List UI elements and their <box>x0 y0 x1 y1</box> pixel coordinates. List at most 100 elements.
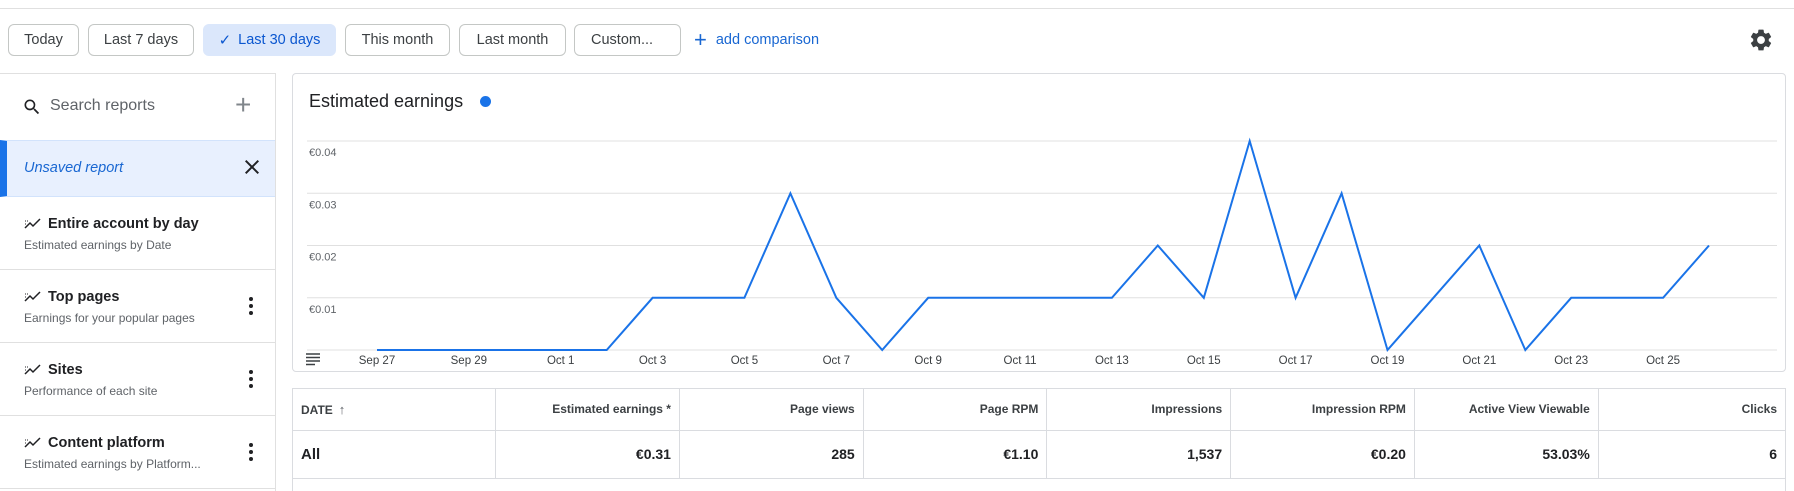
report-subtitle: Performance of each site <box>24 384 158 398</box>
top-divider <box>0 8 1794 9</box>
data-point[interactable] <box>647 292 659 304</box>
y-tick-label: €0.02 <box>309 252 337 264</box>
data-point[interactable] <box>1611 292 1623 304</box>
filter-last-30-days[interactable]: ✓ Last 30 days <box>203 24 336 56</box>
data-point[interactable] <box>922 292 934 304</box>
filter-label: Last month <box>476 32 549 48</box>
data-point[interactable] <box>1565 292 1577 304</box>
y-tick-label: €0.03 <box>309 199 337 211</box>
table-header-row: DATE ↑ Estimated earnings * Page views Pa… <box>293 389 1785 431</box>
add-comparison-button[interactable]: + add comparison <box>694 24 819 56</box>
table-cell: 53.03% <box>1414 430 1599 479</box>
chart-title: Estimated earnings <box>309 91 464 111</box>
data-point[interactable] <box>693 292 705 304</box>
filter-custom[interactable]: Custom... <box>574 24 681 56</box>
report-title: Content platform <box>48 435 165 451</box>
chart-table-toggle-icon[interactable] <box>305 352 321 366</box>
data-point[interactable] <box>1473 240 1485 252</box>
x-tick-label: Oct 5 <box>731 355 758 367</box>
y-tick-label: €0.01 <box>309 304 337 316</box>
filter-label: Today <box>24 32 63 48</box>
x-tick-label: Oct 17 <box>1279 355 1313 367</box>
new-report-plus-icon[interactable]: + <box>235 89 252 120</box>
data-point[interactable] <box>1427 292 1439 304</box>
filter-last-7-days[interactable]: Last 7 days <box>88 24 194 56</box>
data-point[interactable] <box>1381 344 1393 356</box>
more-vert-icon[interactable] <box>244 442 258 462</box>
data-point[interactable] <box>738 292 750 304</box>
trend-icon <box>24 291 41 302</box>
column-header-estimated-earnings[interactable]: Estimated earnings * <box>495 389 680 431</box>
x-tick-label: Oct 9 <box>914 355 941 367</box>
report-item-top-pages[interactable]: Top pages Earnings for your popular page… <box>0 270 275 343</box>
x-tick-label: Sep 29 <box>451 355 487 367</box>
x-tick-label: Oct 1 <box>547 355 574 367</box>
x-tick-label: Oct 21 <box>1462 355 1496 367</box>
data-point[interactable] <box>1244 135 1256 147</box>
x-tick-label: Oct 13 <box>1095 355 1129 367</box>
filter-label: This month <box>361 32 434 48</box>
data-point[interactable] <box>1336 187 1348 199</box>
series-legend-dot[interactable] <box>480 96 491 107</box>
data-point[interactable] <box>1060 292 1072 304</box>
x-tick-label: Sep 27 <box>359 355 395 367</box>
filter-today[interactable]: Today <box>8 24 79 56</box>
unsaved-report-label: Unsaved report <box>24 160 124 176</box>
data-point[interactable] <box>555 344 567 356</box>
metrics-table: DATE ↑ Estimated earnings * Page views Pa… <box>292 388 1786 491</box>
data-point[interactable] <box>1290 292 1302 304</box>
column-header-clicks[interactable]: Clicks <box>1598 389 1785 431</box>
table-cell: 6 <box>1598 430 1785 479</box>
column-header-impressions[interactable]: Impressions <box>1046 389 1232 431</box>
report-item-entire-account-by-day[interactable]: Entire account by day Estimated earnings… <box>0 197 275 270</box>
settings-gear-icon[interactable] <box>1748 27 1774 53</box>
data-point[interactable] <box>601 344 613 356</box>
data-point[interactable] <box>968 292 980 304</box>
data-point[interactable] <box>417 344 429 356</box>
data-point[interactable] <box>509 344 521 356</box>
check-icon: ✓ <box>218 32 232 49</box>
filter-label: Last 30 days <box>238 32 321 48</box>
data-point[interactable] <box>1152 240 1164 252</box>
table-cell: All <box>293 430 497 479</box>
x-tick-label: Oct 11 <box>1004 355 1037 367</box>
series-line-estimated-earnings[interactable] <box>377 137 1710 353</box>
search-input[interactable]: Search reports <box>50 97 155 114</box>
column-header-impression-rpm[interactable]: Impression RPM <box>1230 389 1415 431</box>
data-point[interactable] <box>1657 292 1669 304</box>
sort-ascending-icon: ↑ <box>338 401 346 417</box>
y-tick-label: €0.04 <box>309 147 337 159</box>
data-point[interactable] <box>1014 292 1026 304</box>
data-point[interactable] <box>371 344 383 356</box>
trend-icon <box>24 364 41 375</box>
data-point[interactable] <box>1198 292 1210 304</box>
x-tick-label: Oct 7 <box>823 355 850 367</box>
column-header-active-view-viewable[interactable]: Active View Viewable <box>1414 389 1599 431</box>
column-header-page-rpm[interactable]: Page RPM <box>863 389 1048 431</box>
data-point[interactable] <box>784 187 796 199</box>
search-reports[interactable]: Search reports + <box>0 74 275 140</box>
filter-this-month[interactable]: This month <box>345 24 450 56</box>
data-point[interactable] <box>1703 240 1715 252</box>
header-label: DATE <box>301 402 333 417</box>
close-icon[interactable] <box>240 155 264 179</box>
data-point[interactable] <box>1519 344 1531 356</box>
data-point[interactable] <box>876 344 888 356</box>
more-vert-icon[interactable] <box>244 369 258 389</box>
data-point[interactable] <box>830 292 842 304</box>
column-header-date[interactable]: DATE ↑ <box>293 389 497 431</box>
add-comparison-label: add comparison <box>715 32 820 48</box>
filter-last-month[interactable]: Last month <box>459 24 566 56</box>
data-point[interactable] <box>1106 292 1118 304</box>
column-header-page-views[interactable]: Page views <box>679 389 864 431</box>
unsaved-report-item[interactable]: Unsaved report <box>0 140 275 197</box>
x-tick-label: Oct 19 <box>1371 355 1405 367</box>
report-subtitle: Earnings for your popular pages <box>24 311 195 325</box>
more-vert-icon[interactable] <box>244 296 258 316</box>
report-item-sites[interactable]: Sites Performance of each site <box>0 343 275 416</box>
data-point[interactable] <box>463 344 475 356</box>
report-item-content-platform[interactable]: Content platform Estimated earnings by P… <box>0 416 275 489</box>
report-subtitle: Estimated earnings by Date <box>24 238 172 252</box>
reports-sidebar: Search reports + Unsaved report Entire a… <box>0 73 276 491</box>
report-title: Sites <box>48 362 83 378</box>
